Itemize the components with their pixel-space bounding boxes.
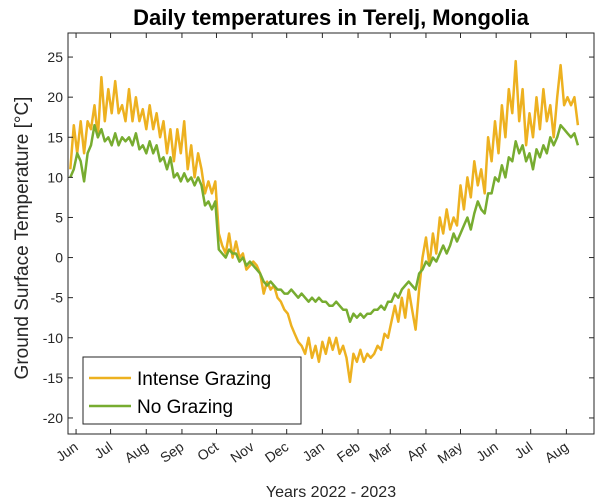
y-tick-label: -20 <box>43 410 63 426</box>
y-tick-label: 5 <box>55 209 63 225</box>
x-tick-label: Aug <box>542 438 572 465</box>
x-tick-label: Oct <box>194 438 221 464</box>
x-axis-label: Years 2022 - 2023 <box>266 484 396 501</box>
y-tick-label: 10 <box>47 169 63 185</box>
y-tick-label: 25 <box>47 49 63 65</box>
legend: Intense Grazing No Grazing <box>82 356 302 425</box>
chart-title: Daily temperatures in Terelj, Mongolia <box>133 5 529 30</box>
x-tick-label: Apr <box>404 438 431 464</box>
x-tick-label: Nov <box>227 438 257 465</box>
x-tick-label: Jan <box>299 438 327 464</box>
x-tick-label: May <box>434 438 465 466</box>
x-tick-label: Jun <box>473 438 501 464</box>
legend-box <box>82 356 302 425</box>
x-tick-label: Dec <box>262 438 292 465</box>
x-tick-label: Jul <box>512 438 536 461</box>
x-tick-label: Mar <box>366 438 395 465</box>
x-tick-label: Aug <box>121 438 151 465</box>
y-tick-label: -15 <box>43 370 63 386</box>
legend-label-0: Intense Grazing <box>137 369 271 390</box>
y-tick-label: -10 <box>43 330 63 346</box>
series-line-0 <box>69 59 580 384</box>
x-tick-label: Jul <box>91 438 115 461</box>
y-tick-label: 0 <box>55 250 63 266</box>
x-tick-label: Jun <box>53 438 81 464</box>
legend-label-1: No Grazing <box>137 397 233 418</box>
y-axis-label: Ground Surface Temperature [°C] <box>12 97 33 380</box>
series-layer <box>69 59 580 384</box>
plot-frame <box>67 32 595 435</box>
x-tick-label: Sep <box>157 438 187 466</box>
y-tick-label: 15 <box>47 129 63 145</box>
y-tick-label: 20 <box>47 89 63 105</box>
x-tick-label: Feb <box>334 438 363 465</box>
y-tick-label: -5 <box>51 290 64 306</box>
series-line-1 <box>69 123 580 323</box>
